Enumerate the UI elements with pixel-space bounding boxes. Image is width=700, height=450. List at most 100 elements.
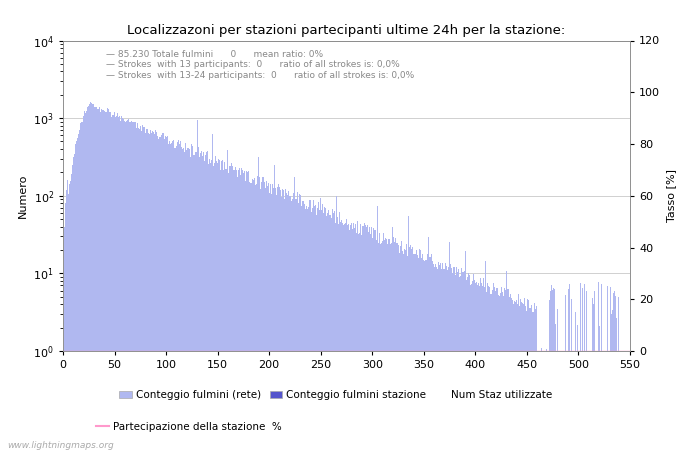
Bar [288, 191, 289, 450]
Bar [240, 175, 241, 450]
Bar [342, 223, 343, 450]
Bar [121, 116, 122, 450]
Bar [73, 158, 74, 450]
Bar [148, 133, 149, 450]
Bar [221, 161, 223, 450]
Bar [79, 130, 80, 450]
Bar [154, 134, 155, 450]
Legend: Conteggio fulmini (rete), Conteggio fulmini stazione, Num Staz utilizzate: Conteggio fulmini (rete), Conteggio fulm… [116, 386, 556, 404]
Bar [442, 263, 443, 450]
Bar [577, 324, 578, 450]
Bar [280, 190, 281, 450]
Bar [504, 288, 505, 450]
Bar [202, 157, 203, 450]
Bar [370, 234, 371, 450]
Bar [178, 140, 179, 450]
Bar [80, 123, 81, 450]
Bar [71, 174, 72, 450]
Bar [322, 204, 323, 450]
Bar [219, 160, 220, 450]
Bar [483, 279, 484, 450]
Bar [70, 180, 71, 450]
Bar [315, 205, 316, 450]
Bar [511, 298, 512, 450]
Bar [183, 148, 184, 450]
Bar [356, 233, 357, 450]
Bar [444, 269, 445, 450]
Bar [540, 351, 541, 450]
Bar [461, 268, 463, 450]
Bar [330, 218, 332, 450]
Bar [332, 213, 334, 450]
Bar [218, 159, 219, 450]
Bar [287, 195, 288, 450]
Bar [352, 229, 354, 450]
Bar [421, 257, 422, 450]
Bar [502, 292, 503, 450]
Bar [281, 197, 282, 450]
Bar [253, 180, 254, 450]
Bar [242, 170, 243, 450]
Bar [150, 130, 151, 450]
Bar [526, 311, 527, 450]
Bar [191, 144, 193, 450]
Bar [426, 260, 428, 450]
Bar [570, 298, 572, 450]
Bar [271, 194, 272, 450]
Bar [123, 119, 125, 450]
Bar [177, 141, 178, 450]
Bar [230, 163, 232, 450]
Bar [174, 148, 175, 450]
Bar [555, 324, 556, 450]
Bar [527, 299, 528, 450]
Bar [601, 284, 602, 450]
Bar [190, 157, 191, 450]
Bar [130, 121, 132, 450]
Bar [417, 256, 418, 450]
Bar [78, 134, 79, 450]
Bar [210, 163, 211, 450]
Bar [615, 296, 616, 450]
Bar [108, 108, 109, 450]
Bar [612, 310, 613, 450]
Bar [410, 245, 411, 450]
Bar [166, 137, 167, 450]
Bar [117, 112, 118, 450]
Bar [84, 111, 85, 450]
Bar [508, 289, 509, 450]
Bar [467, 277, 468, 450]
Bar [81, 122, 82, 450]
Bar [77, 138, 78, 450]
Bar [539, 351, 540, 450]
Bar [103, 110, 104, 450]
Bar [372, 238, 373, 450]
Bar [546, 349, 547, 450]
Bar [465, 252, 466, 450]
Bar [358, 234, 359, 450]
Bar [478, 283, 479, 450]
Bar [173, 140, 174, 450]
Bar [90, 102, 91, 450]
Bar [105, 112, 106, 450]
Bar [520, 299, 522, 450]
Bar [300, 206, 302, 450]
Bar [158, 139, 160, 450]
Bar [414, 254, 415, 450]
Bar [515, 302, 516, 450]
Bar [415, 254, 416, 450]
Bar [74, 154, 75, 450]
Bar [309, 200, 310, 450]
Bar [440, 263, 441, 450]
Bar [348, 224, 349, 450]
Bar [359, 233, 360, 450]
Bar [132, 122, 134, 450]
Bar [377, 207, 378, 450]
Title: Localizzazoni per stazioni partecipanti ultime 24h per la stazione:: Localizzazoni per stazioni partecipanti … [127, 23, 566, 36]
Bar [592, 298, 594, 450]
Bar [545, 351, 546, 450]
Bar [586, 291, 587, 450]
Bar [354, 228, 356, 450]
Bar [167, 144, 169, 450]
Bar [145, 133, 146, 450]
Bar [304, 209, 306, 450]
